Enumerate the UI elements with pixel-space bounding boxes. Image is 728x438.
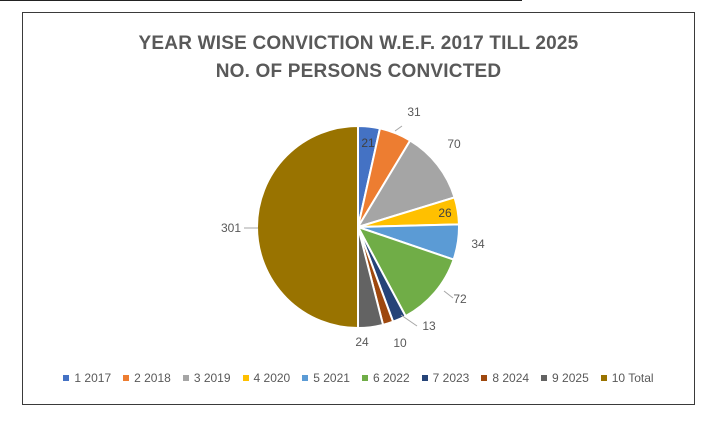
legend-label: 4 2020 <box>253 371 291 385</box>
data-label-3: 70 <box>447 137 461 151</box>
legend-swatch <box>481 375 488 381</box>
legend-item-2: 2 2018 <box>123 371 171 385</box>
leader-line-6 <box>443 290 454 299</box>
legend-label: 6 2022 <box>372 371 410 385</box>
pie-slice-3 <box>355 139 456 229</box>
legend-label: 8 2024 <box>492 371 530 385</box>
data-label-7: 13 <box>422 319 436 333</box>
legend-item-5: 5 2021 <box>302 371 350 385</box>
chart-frame: YEAR WISE CONVICTION W.E.F. 2017 TILL 20… <box>22 12 695 405</box>
legend-item-4: 4 2020 <box>242 371 291 385</box>
legend-swatch <box>123 375 130 381</box>
legend-label: 1 2017 <box>74 371 112 385</box>
leader-line-2 <box>394 125 403 132</box>
legend-label: 10 Total <box>611 371 654 385</box>
pie-slice-6 <box>355 225 455 318</box>
legend-item-7: 7 2023 <box>421 371 470 385</box>
legend-item-3: 3 2019 <box>182 371 231 385</box>
legend-item-8: 8 2024 <box>481 371 529 385</box>
legend-swatch <box>302 375 309 381</box>
legend-item-1: 1 2017 <box>63 371 111 385</box>
legend-swatch <box>421 375 428 381</box>
legend-swatch <box>242 375 249 381</box>
legend-swatch <box>541 375 548 381</box>
legend-swatch <box>361 375 368 381</box>
legend: 1 2017 2 2018 3 2019 4 2020 5 2021 6 2022 7 20… <box>23 371 694 385</box>
data-label-1: 21 <box>361 136 375 150</box>
pie-chart: 21 31 70 26 34 72 13 10 24 301 <box>221 105 485 350</box>
leader-line-7 <box>400 314 418 327</box>
legend-swatch <box>600 375 607 381</box>
legend-swatch <box>63 375 70 381</box>
legend-label: 2 2018 <box>134 371 171 385</box>
data-label-8: 10 <box>393 336 407 350</box>
legend-label: 3 2019 <box>193 371 231 385</box>
data-label-6: 72 <box>453 292 467 306</box>
data-label-2: 31 <box>407 105 421 119</box>
data-label-4: 26 <box>438 206 452 220</box>
data-label-5: 34 <box>471 237 485 251</box>
legend-label: 5 2021 <box>313 371 350 385</box>
chart-subtitle: NO. OF PERSONS CONVICTED <box>215 61 502 82</box>
legend-label: 9 2025 <box>552 371 589 385</box>
legend-swatch <box>182 375 189 381</box>
legend-label: 7 2023 <box>432 371 470 385</box>
pie-slice-10 <box>256 124 359 330</box>
legend-item-10: 10 Total <box>600 371 654 385</box>
chart-title: YEAR WISE CONVICTION W.E.F. 2017 TILL 20… <box>138 33 579 54</box>
top-rule <box>0 0 522 1</box>
legend-item-9: 9 2025 <box>541 371 589 385</box>
data-label-9: 24 <box>355 335 369 349</box>
data-label-10: 301 <box>221 221 241 235</box>
legend-item-6: 6 2022 <box>361 371 410 385</box>
